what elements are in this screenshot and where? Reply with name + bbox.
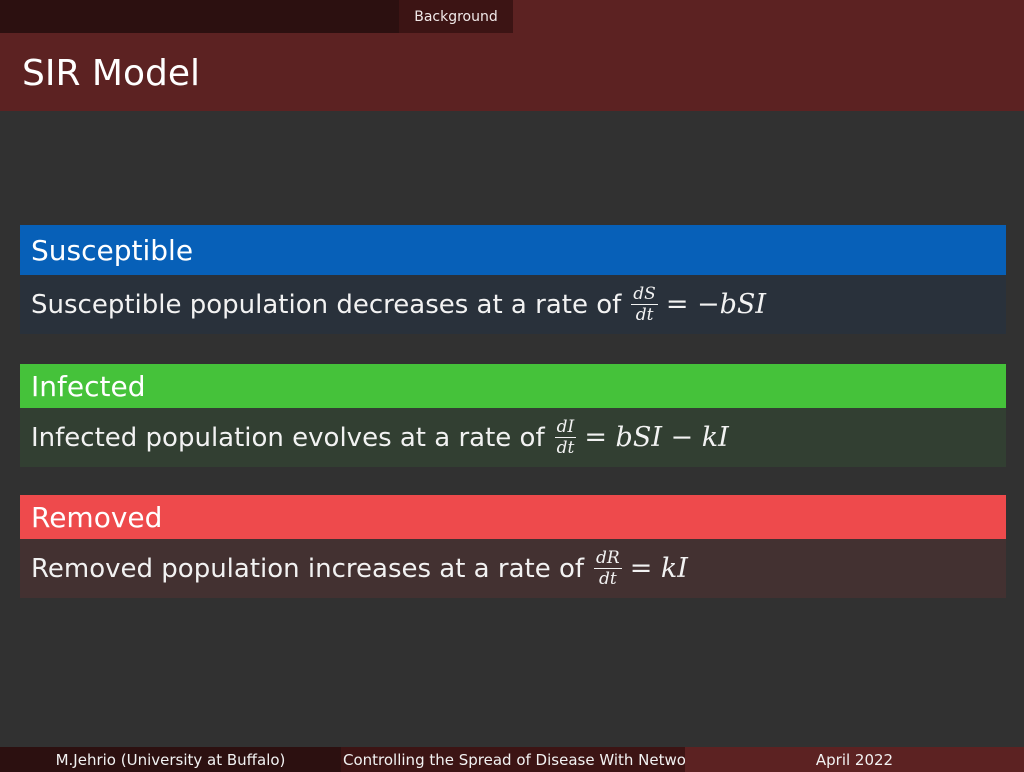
block-removed-body: Removed population increases at a rate o…: [20, 539, 1006, 598]
slide-title: SIR Model: [22, 53, 201, 94]
block-infected-title: Infected: [20, 364, 1006, 408]
slide-footer: M.Jehrio (University at Buffalo) Control…: [0, 747, 1024, 772]
block-removed-title: Removed: [20, 495, 1006, 539]
derivative-dI-dt: dI dt: [554, 416, 577, 458]
footer-date: April 2022: [685, 747, 1024, 772]
derivative-dR-dt: dR dt: [594, 547, 622, 589]
block-susceptible: Susceptible Susceptible population decre…: [20, 225, 1006, 334]
fraction-denominator: dt: [635, 304, 654, 325]
fraction-denominator: dt: [556, 437, 575, 458]
derivative-dS-dt: dS dt: [631, 283, 658, 325]
nav-spacer-left: [0, 0, 399, 33]
block-infected: Infected Infected population evolves at …: [20, 364, 1006, 467]
fraction-numerator: dS: [631, 283, 658, 305]
block-susceptible-body: Susceptible population decreases at a ra…: [20, 275, 1006, 334]
block-susceptible-text: Susceptible population decreases at a ra…: [31, 289, 622, 320]
footer-author: M.Jehrio (University at Buffalo): [0, 747, 341, 772]
equation-rhs: = −bSI: [665, 289, 767, 320]
block-removed-text: Removed population increases at a rate o…: [31, 553, 585, 584]
nav-spacer-right: [513, 0, 1024, 33]
frame-title-bar: SIR Model: [0, 33, 1024, 111]
equation-rhs: = bSI − kI: [584, 422, 729, 453]
nav-section-background[interactable]: Background: [399, 0, 513, 33]
block-infected-body: Infected population evolves at a rate of…: [20, 408, 1006, 467]
fraction-numerator: dI: [554, 416, 577, 438]
fraction-denominator: dt: [599, 568, 617, 589]
section-navigation: Background: [0, 0, 1024, 33]
block-susceptible-title: Susceptible: [20, 225, 1006, 275]
footer-short-title: Controlling the Spread of Disease With N…: [341, 747, 685, 772]
block-removed: Removed Removed population increases at …: [20, 495, 1006, 598]
equation-rhs: = kI: [629, 553, 688, 584]
block-infected-text: Infected population evolves at a rate of: [31, 422, 545, 453]
fraction-numerator: dR: [594, 547, 622, 569]
